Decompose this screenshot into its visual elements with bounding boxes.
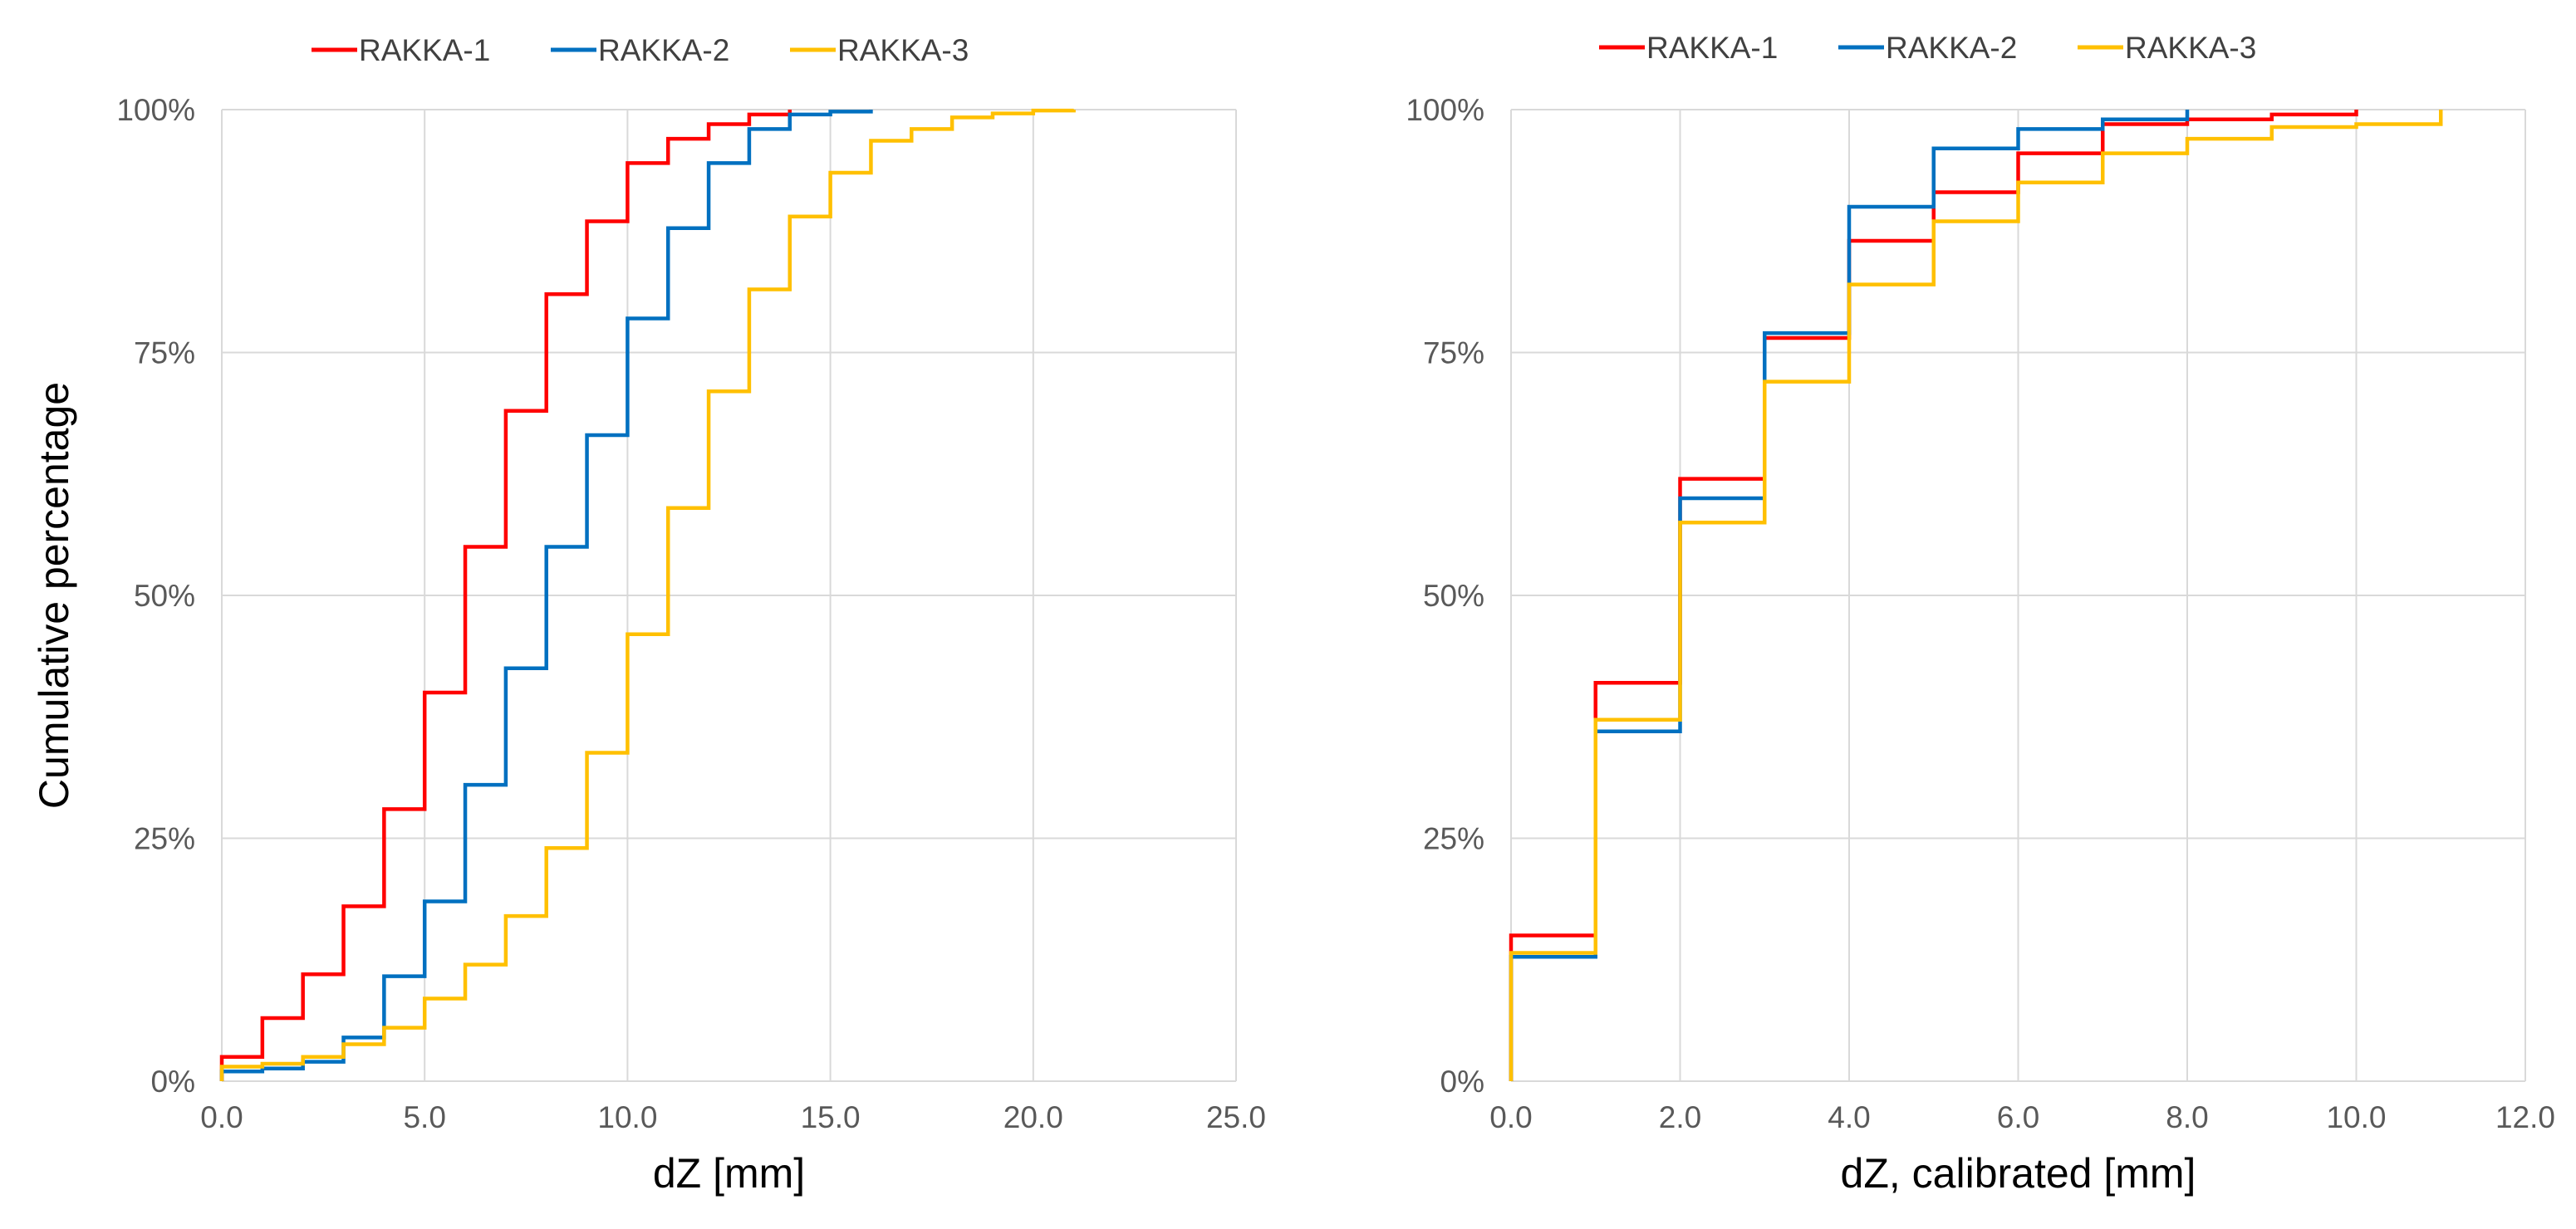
legend-label: RAKKA-1 [359,33,490,67]
x-tick-label: 4.0 [1828,1100,1870,1134]
y-tick-label: 100% [116,93,195,127]
x-axis-title: dZ [mm] [653,1150,805,1197]
series-line-rakka-1 [219,110,792,1081]
legend-label: RAKKA-3 [2125,31,2256,65]
legend-label: RAKKA-3 [837,33,969,67]
y-tick-label: 25% [134,822,195,856]
x-tick-label: 10.0 [2326,1100,2386,1134]
x-tick-label: 2.0 [1659,1100,1701,1134]
chart-2: 0% 25% 50% 75% 100% 0.0 2.0 4.0 6.0 8.0 10.0 12.0 dZ… [1406,31,2555,1197]
series-line-rakka-3 [219,108,1076,1081]
y-tick-label: 0% [151,1065,195,1099]
y-tick-label: 50% [1423,579,1484,613]
x-tick-label: 5.0 [403,1100,445,1134]
y-tick-label: 75% [134,336,195,370]
y-tick-label: 25% [1423,822,1484,856]
series-line-rakka-2 [219,110,873,1081]
x-tick-label: 15.0 [801,1100,861,1134]
y-tick-label: 100% [1406,93,1484,127]
x-tick-label: 20.0 [1003,1100,1063,1134]
y-axis-title: Cumulative percentage [31,382,77,809]
x-tick-label: 6.0 [1997,1100,2039,1134]
chart-1: 0% 25% 50% 75% 100% 0.0 5.0 10.0 15.0 20.0 25.0 dZ … [31,33,1266,1197]
y-tick-label: 75% [1423,336,1484,370]
legend-label: RAKKA-2 [598,33,729,67]
x-axis-title: dZ, calibrated [mm] [1841,1150,2196,1197]
x-tick-label: 10.0 [597,1100,657,1134]
legend-label: RAKKA-1 [1646,31,1778,65]
legend-label: RAKKA-2 [1886,31,2017,65]
x-tick-label: 12.0 [2495,1100,2555,1134]
x-tick-label: 0.0 [1489,1100,1532,1134]
x-tick-label: 8.0 [2166,1100,2208,1134]
x-tick-label: 25.0 [1206,1100,1266,1134]
y-tick-label: 50% [134,579,195,613]
y-tick-label: 0% [1440,1065,1484,1099]
series-line-rakka-3 [1509,110,2443,1081]
series-line-rakka-1 [1509,110,2358,1081]
x-tick-label: 0.0 [200,1100,243,1134]
